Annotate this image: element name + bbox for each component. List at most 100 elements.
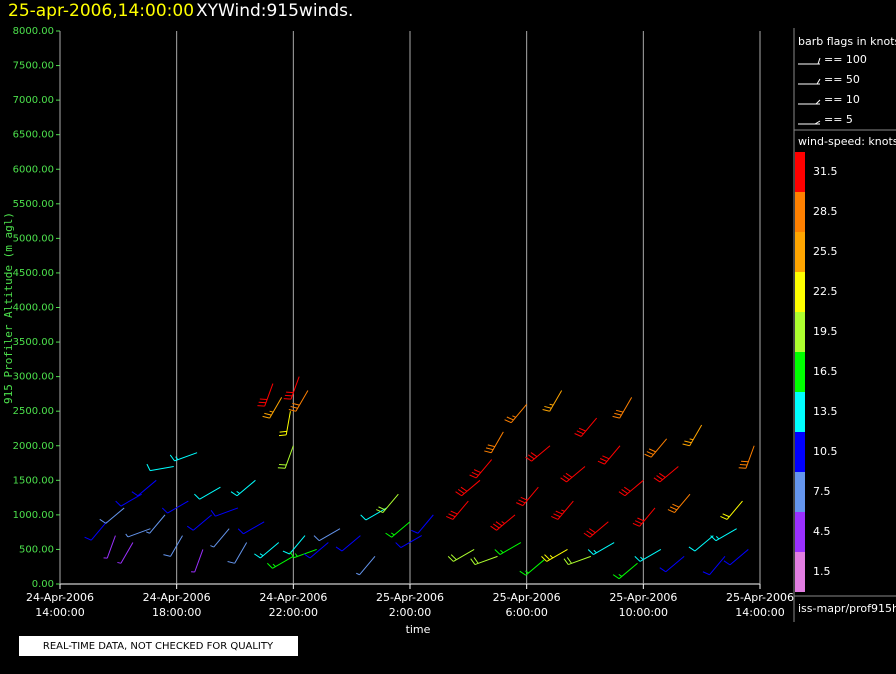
wind-barb [447, 549, 475, 562]
barb-feather [227, 561, 235, 564]
barb-feather [551, 516, 559, 520]
barb-feather [519, 570, 527, 576]
x-tick-label: 10:00:00 [619, 606, 668, 619]
barb-half-feather [618, 573, 623, 577]
wind-barb [519, 559, 545, 576]
colorbar-swatch [795, 192, 805, 232]
barb-feather [230, 491, 238, 497]
barb-feather [283, 398, 291, 400]
barb-staff [289, 535, 306, 555]
barb-feather [684, 440, 692, 444]
barb-staff [391, 521, 411, 538]
barb-feather [653, 477, 661, 483]
wind-barb [723, 549, 749, 566]
barb-feather [597, 460, 605, 465]
barb-legend-title: barb flags in knots [798, 35, 896, 48]
x-tick-label: 2:00:00 [389, 606, 431, 619]
legend-barb-tick [817, 57, 821, 65]
wind-barb [560, 466, 586, 483]
barb-staff [580, 417, 598, 437]
barb-feather [492, 523, 500, 529]
wind-barb [702, 556, 726, 576]
barb-feather [669, 506, 678, 511]
x-tick-label: 22:00:00 [269, 606, 318, 619]
barb-feather [672, 503, 680, 508]
barb-feather [578, 427, 586, 432]
barb-staff [260, 542, 280, 559]
barb-feather [266, 562, 273, 569]
barb-staff [604, 445, 621, 465]
barb-staff [269, 397, 283, 419]
barb-half-feather [391, 532, 395, 536]
barb-staff [499, 542, 522, 555]
barb-staff [694, 535, 714, 552]
colorbar-swatch [795, 312, 805, 352]
colorbar-swatch [795, 552, 805, 592]
barb-staff [194, 549, 204, 573]
barb-feather [667, 509, 675, 513]
wind-barb [84, 521, 108, 541]
y-tick-label: 2500.00 [13, 406, 54, 417]
wind-barb [587, 542, 615, 555]
barb-feather [279, 464, 287, 466]
barb-staff [284, 445, 294, 469]
wind-barb [597, 445, 621, 465]
wind-barb [632, 507, 656, 527]
wind-barb [146, 514, 166, 534]
wind-barb [469, 459, 493, 479]
barb-feather [163, 554, 171, 557]
barb-staff [475, 459, 493, 479]
barb-half-feather [593, 549, 597, 554]
barb-feather [530, 452, 538, 458]
barb-staff [215, 507, 239, 517]
wind-barb [494, 542, 522, 555]
barb-feather [574, 433, 582, 437]
barb-staff [549, 390, 563, 412]
x-tick-label: 24-Apr-2006 [143, 591, 211, 604]
wind-barb [395, 535, 422, 549]
barb-feather [618, 491, 626, 497]
barb-feather [541, 556, 548, 562]
wind-barb [103, 535, 116, 559]
barb-staff [293, 548, 317, 559]
wind-barb [278, 411, 291, 437]
wind-barb [210, 528, 230, 548]
barb-feather [473, 557, 479, 564]
barb-feather [739, 464, 748, 466]
barb-staff [665, 555, 685, 573]
barb-feather [237, 528, 244, 535]
wind-barb [360, 507, 387, 521]
barb-staff [650, 438, 668, 458]
wind-barb [99, 507, 125, 524]
barb-feather [602, 455, 610, 460]
x-tick-label: 25-Apr-2006 [493, 591, 561, 604]
barb-feather [566, 557, 572, 564]
barb-half-feather [689, 438, 694, 441]
barb-staff [243, 521, 265, 535]
barb-feather [588, 528, 596, 534]
wind-barb [446, 500, 469, 520]
barb-half-feather [175, 456, 179, 460]
wind-barb [282, 535, 306, 555]
wind-barb [542, 390, 563, 412]
notice: REAL-TIME DATA, NOT CHECKED FOR QUALITY [43, 641, 274, 652]
barb-feather [634, 520, 643, 525]
barb-staff [106, 535, 116, 559]
wind-barb [266, 555, 294, 569]
wind-barb [659, 555, 685, 573]
barb-feather [634, 556, 641, 562]
barb-feather [335, 546, 343, 552]
barb-feather [648, 448, 656, 453]
barb-layer [84, 376, 755, 580]
colorbar-title: wind-speed: knots [798, 135, 896, 148]
colorbar-swatch [795, 272, 805, 312]
wind-barb [612, 562, 638, 580]
barb-staff [170, 535, 183, 557]
wind-barb [634, 549, 662, 562]
barb-staff [522, 486, 539, 506]
barb-feather [722, 513, 730, 518]
barb-staff [729, 549, 749, 566]
barb-feather [563, 558, 569, 565]
barb-staff [453, 549, 475, 562]
barb-staff [105, 507, 125, 524]
